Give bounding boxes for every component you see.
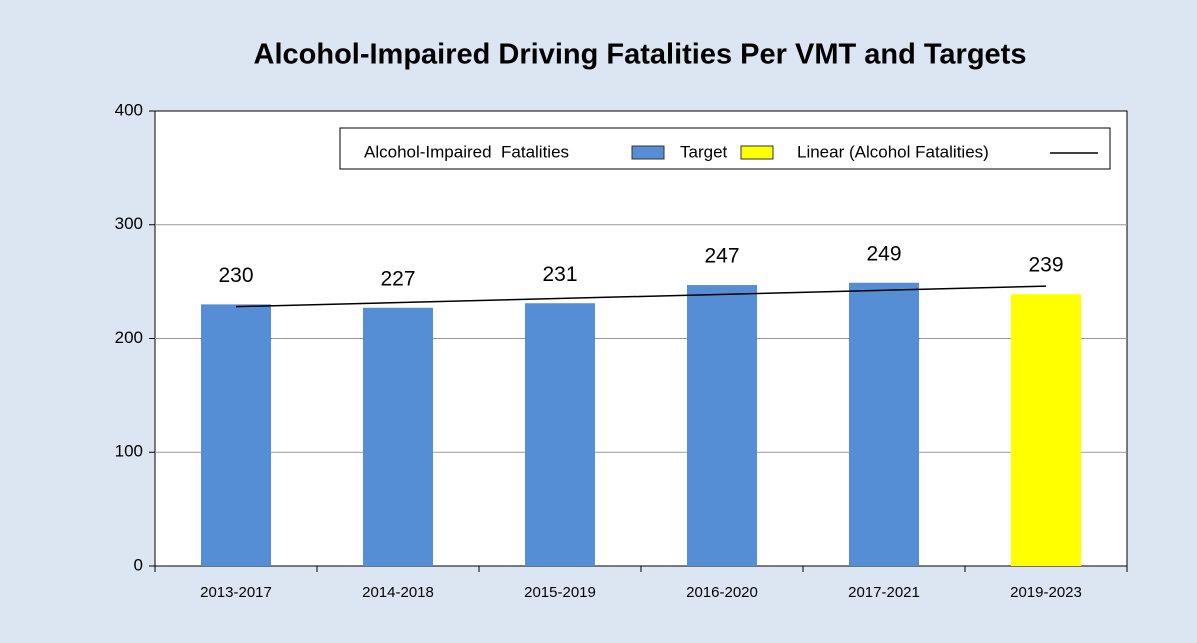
x-tick-label: 2015-2019 <box>524 584 596 601</box>
chart-title: Alcohol-Impaired Driving Fatalities Per … <box>254 39 1027 71</box>
data-label: 239 <box>1028 254 1063 277</box>
legend-label: Target <box>680 142 728 161</box>
bar <box>849 282 919 566</box>
x-tick-label: 2013-2017 <box>200 584 272 601</box>
bar <box>1011 294 1081 566</box>
bar <box>525 303 595 566</box>
bar <box>201 304 271 566</box>
data-label: 247 <box>704 245 739 268</box>
data-label: 231 <box>542 263 577 286</box>
legend-box <box>339 127 1111 170</box>
data-label: 249 <box>866 242 901 265</box>
bar <box>363 307 433 566</box>
legend-label: Alcohol-Impaired Fatalities <box>364 142 569 161</box>
bar <box>687 285 757 566</box>
x-tick-label: 2014-2018 <box>362 584 434 601</box>
x-tick-label: 2019-2023 <box>1010 584 1082 601</box>
x-tick-label: 2016-2020 <box>686 584 758 601</box>
y-tick-label: 0 <box>134 555 143 574</box>
y-tick-label: 200 <box>115 328 143 347</box>
trendline <box>235 285 1047 308</box>
y-tick-label: 300 <box>115 214 143 233</box>
data-label: 227 <box>380 267 415 290</box>
y-tick-label: 100 <box>115 442 143 461</box>
x-tick-label: 2017-2021 <box>848 584 920 601</box>
legend-swatch <box>740 145 774 160</box>
y-tick-label: 400 <box>115 100 143 119</box>
legend-swatch <box>631 145 665 160</box>
legend-label: Linear (Alcohol Fatalities) <box>797 142 989 161</box>
data-label: 230 <box>218 264 253 287</box>
